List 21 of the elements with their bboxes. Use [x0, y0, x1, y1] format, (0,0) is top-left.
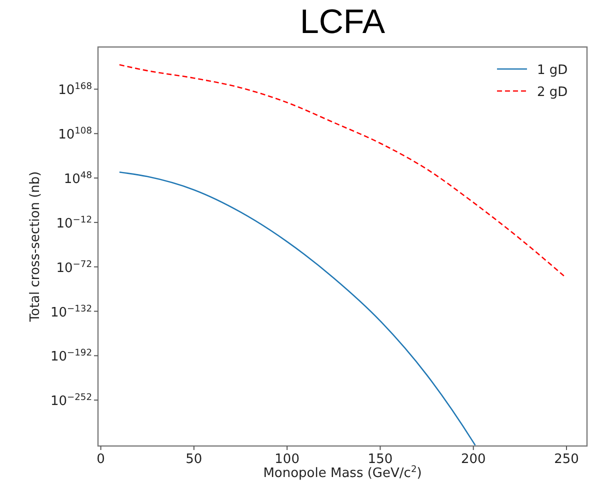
x-tick-label: 100 [274, 452, 300, 467]
x-tick-label: 250 [554, 452, 579, 467]
y-tick-label: 10$^{−252}$ [50, 393, 92, 410]
x-tick-label: 50 [186, 452, 202, 467]
y-tick-label: 10$^{108}$ [58, 126, 92, 143]
y-tick-label: 10$^{−132}$ [50, 304, 92, 320]
line-series [118, 171, 476, 446]
y-tick-label: 10$^{168}$ [58, 82, 92, 98]
y-axis-title: Total cross-section (nb) [28, 171, 43, 323]
y-tick-label: 10$^{−192}$ [50, 348, 92, 365]
x-tick-label: 0 [96, 452, 105, 467]
legend-label: 2 gD [537, 85, 568, 100]
legend-label: 1 gD [537, 63, 568, 78]
y-tick-label: 10$^{−12}$ [56, 215, 92, 232]
chart-title: LCFA [300, 3, 386, 41]
y-tick-label: 10$^{−72}$ [56, 260, 92, 276]
x-tick-label: 150 [368, 452, 393, 467]
line-series [118, 64, 566, 278]
x-tick-label: 200 [460, 452, 486, 467]
y-tick-label: 10$^{48}$ [64, 171, 92, 188]
x-axis-title: Monopole Mass (GeV/c$^{2}$) [263, 465, 422, 481]
